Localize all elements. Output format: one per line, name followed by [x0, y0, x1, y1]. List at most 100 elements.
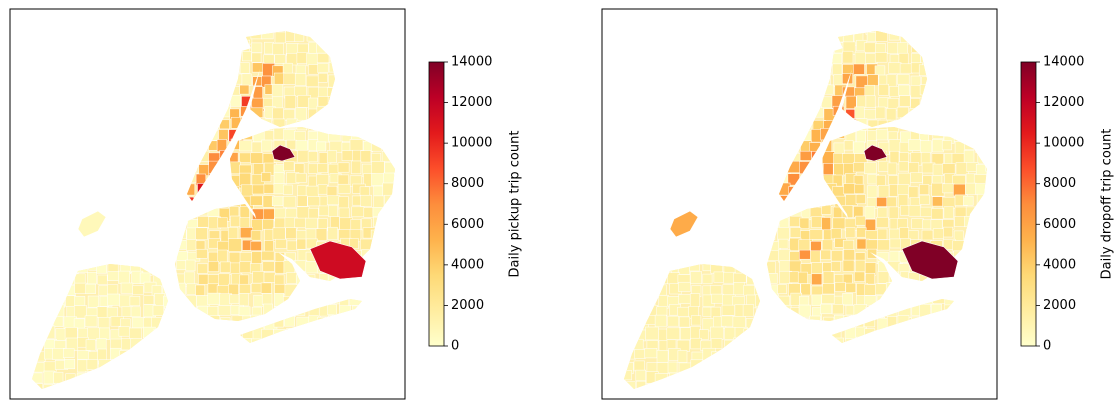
- taxi-zone: [797, 271, 808, 284]
- taxi-zone: [908, 139, 921, 151]
- colorbar-tick-label: 10000: [1043, 136, 1084, 151]
- taxi-zone: [842, 259, 855, 272]
- taxi-zone: [942, 183, 955, 194]
- taxi-zone: [634, 349, 646, 359]
- taxi-zone: [129, 296, 141, 307]
- taxi-zone: [854, 183, 865, 194]
- taxi-zone: [898, 84, 910, 96]
- taxi-zone: [877, 185, 890, 199]
- taxi-zone: [86, 271, 97, 285]
- taxi-zone: [305, 75, 319, 87]
- taxi-zone: [238, 293, 249, 307]
- map-panel-pickup: [9, 8, 406, 400]
- taxi-zone: [305, 261, 318, 274]
- taxi-zone: [207, 292, 221, 306]
- taxi-zone: [830, 261, 841, 272]
- taxi-zone: [85, 339, 96, 351]
- taxi-zone: [799, 150, 812, 161]
- taxi-zone: [261, 250, 275, 261]
- taxi-zone: [52, 348, 65, 360]
- taxi-zone: [118, 270, 130, 284]
- taxi-zone: [87, 295, 100, 308]
- colorbar-pickup: 0 2000 4000 6000 8000 10000 12000 14000 Daily p…: [428, 55, 523, 354]
- taxi-zone: [887, 162, 898, 176]
- taxi-zone: [239, 152, 252, 163]
- taxi-zone: [898, 161, 909, 172]
- taxi-zone: [373, 195, 385, 209]
- taxi-zone: [822, 271, 835, 285]
- taxi-zone: [53, 371, 64, 384]
- taxi-zone: [239, 84, 250, 95]
- taxi-zone: [888, 62, 902, 74]
- taxi-zone: [854, 271, 865, 282]
- taxi-zone: [864, 162, 877, 175]
- taxi-zone: [897, 184, 910, 196]
- taxi-zone: [899, 95, 911, 107]
- taxi-zone: [316, 174, 330, 186]
- colorbar-tick-label: 12000: [451, 95, 492, 110]
- colorbar-tick-label: 6000: [451, 217, 484, 232]
- taxi-zone: [919, 194, 930, 205]
- taxi-zone: [877, 207, 888, 218]
- taxi-zone: [656, 362, 670, 374]
- taxi-zone: [195, 284, 206, 296]
- taxi-zone: [261, 139, 273, 152]
- taxi-zone: [250, 230, 262, 241]
- taxi-zone: [864, 284, 877, 296]
- taxi-zone: [875, 128, 889, 141]
- taxi-zone: [943, 226, 954, 238]
- taxi-zone: [820, 249, 832, 260]
- taxi-zone: [341, 150, 354, 161]
- zone-jfk: [309, 240, 367, 280]
- taxi-zone: [294, 73, 307, 86]
- taxi-zone: [360, 194, 372, 207]
- taxi-zone: [965, 182, 977, 195]
- taxi-zone: [779, 260, 791, 272]
- taxi-zone: [690, 337, 702, 350]
- taxi-zone: [185, 259, 196, 272]
- taxi-zone: [908, 186, 919, 199]
- map-panel-dropoff: [601, 8, 998, 400]
- taxi-zone: [842, 153, 855, 165]
- taxi-zone: [799, 217, 810, 229]
- taxi-zone: [307, 196, 321, 207]
- taxi-zone: [899, 227, 910, 240]
- taxi-zone: [843, 249, 855, 262]
- taxi-zone: [809, 206, 823, 218]
- taxi-zone: [699, 329, 709, 340]
- taxi-zone: [43, 370, 55, 385]
- taxi-zone: [251, 184, 266, 195]
- taxi-zone: [249, 195, 263, 206]
- taxi-zone: [296, 195, 308, 207]
- zone-small-island: [77, 210, 107, 238]
- taxi-zone: [250, 241, 262, 251]
- taxi-zone: [229, 161, 241, 175]
- taxi-zone: [229, 294, 240, 305]
- colorbar-label: Daily pickup trip count: [508, 131, 523, 278]
- taxi-zone: [327, 304, 337, 316]
- taxi-zone: [856, 227, 867, 238]
- taxi-zone: [680, 327, 692, 341]
- taxi-zone: [239, 206, 250, 219]
- taxi-zone: [896, 74, 910, 85]
- taxi-zone: [198, 274, 209, 285]
- taxi-zone: [218, 273, 230, 287]
- taxi-zone: [130, 306, 141, 318]
- taxi-zone: [129, 327, 142, 340]
- taxi-zone: [283, 72, 296, 85]
- taxi-zone: [282, 195, 297, 208]
- colorbar-gradient: [1020, 61, 1037, 347]
- taxi-zone: [241, 73, 252, 86]
- taxi-zone: [337, 162, 350, 173]
- taxi-zone: [239, 261, 252, 274]
- taxi-zone: [866, 32, 877, 42]
- taxi-zone: [821, 239, 834, 252]
- taxi-zone: [711, 293, 724, 304]
- taxi-zone: [32, 372, 43, 384]
- taxi-zone: [363, 207, 374, 218]
- taxi-zone: [339, 217, 353, 231]
- taxi-zone: [722, 284, 736, 296]
- taxi-zone: [842, 293, 853, 306]
- taxi-zone: [742, 304, 754, 317]
